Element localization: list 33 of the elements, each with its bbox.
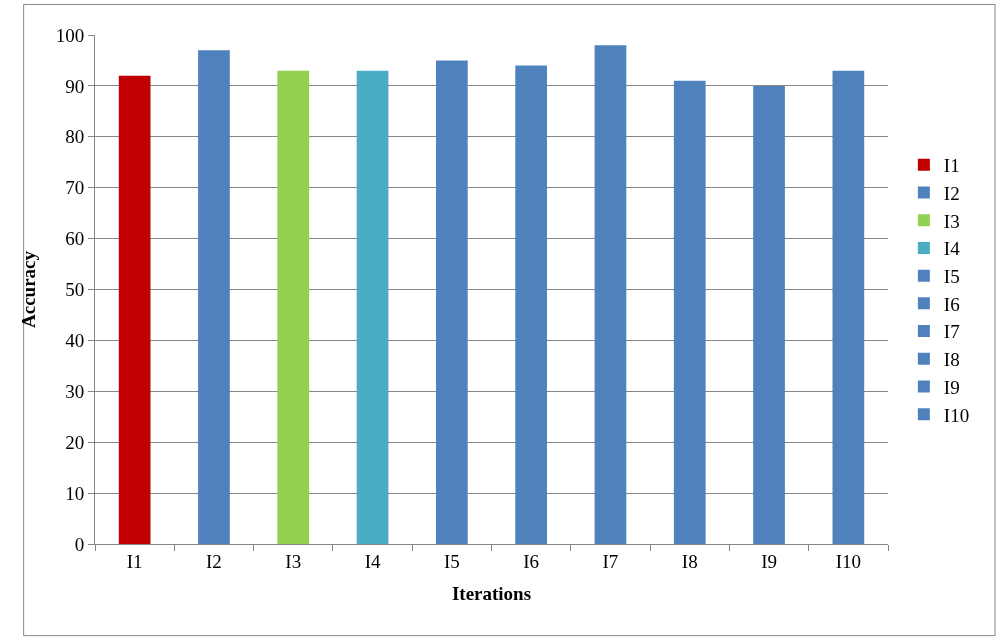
y-axis-title: Accuracy	[17, 250, 39, 329]
y-tick-label: 0	[74, 533, 85, 555]
x-tick-label: I9	[761, 550, 777, 572]
y-tick-label: 50	[65, 279, 85, 301]
y-tick-label: 60	[65, 228, 85, 250]
x-tick-label: I2	[206, 550, 222, 572]
y-tick-label: 100	[55, 24, 85, 46]
x-tick-label: I1	[126, 550, 143, 572]
legend-label: I3	[943, 210, 960, 232]
legend-label: I10	[943, 404, 970, 426]
y-tick-label: 10	[65, 482, 85, 504]
legend-label: I5	[943, 266, 960, 288]
x-axis-title: Iterations	[451, 582, 532, 604]
x-tick-label: I7	[602, 550, 619, 572]
y-tick-label: 40	[65, 330, 85, 352]
legend-label: I7	[943, 321, 960, 343]
x-tick-label: I3	[285, 550, 302, 572]
x-tick-label: I6	[523, 550, 540, 572]
x-tick-label: I8	[681, 550, 698, 572]
x-tick-label: I5	[443, 550, 460, 572]
y-tick-label: 30	[65, 380, 85, 402]
legend-label: I9	[943, 376, 960, 398]
legend-label: I4	[943, 238, 961, 260]
x-tick-label: I10	[835, 550, 862, 572]
y-tick-label: 20	[65, 431, 85, 453]
y-tick-label: 80	[65, 126, 85, 148]
y-tick-label: 70	[65, 177, 85, 199]
y-tick-label: 90	[65, 75, 85, 97]
legend-label: I6	[943, 293, 960, 315]
x-tick-label: I4	[364, 550, 381, 572]
legend-label: I2	[943, 182, 960, 204]
legend-label: I8	[943, 349, 960, 371]
legend-label: I1	[943, 155, 960, 177]
